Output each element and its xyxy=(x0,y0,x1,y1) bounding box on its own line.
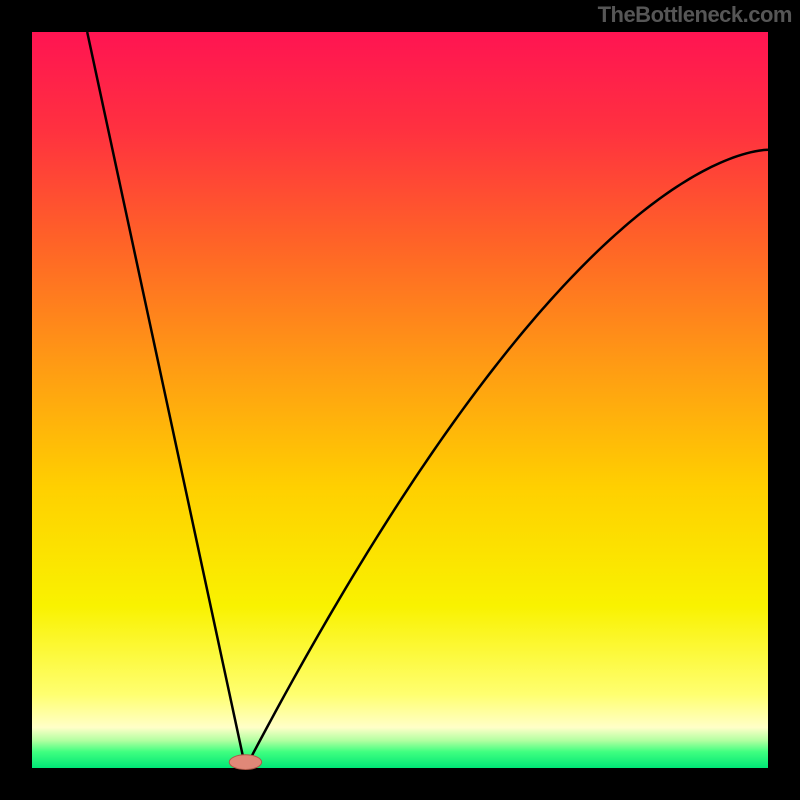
watermark-text: TheBottleneck.com xyxy=(598,2,792,28)
chart-container: TheBottleneck.com xyxy=(0,0,800,800)
valley-marker xyxy=(229,755,261,770)
bottleneck-curve-chart xyxy=(0,0,800,800)
plot-background-gradient xyxy=(32,32,768,768)
